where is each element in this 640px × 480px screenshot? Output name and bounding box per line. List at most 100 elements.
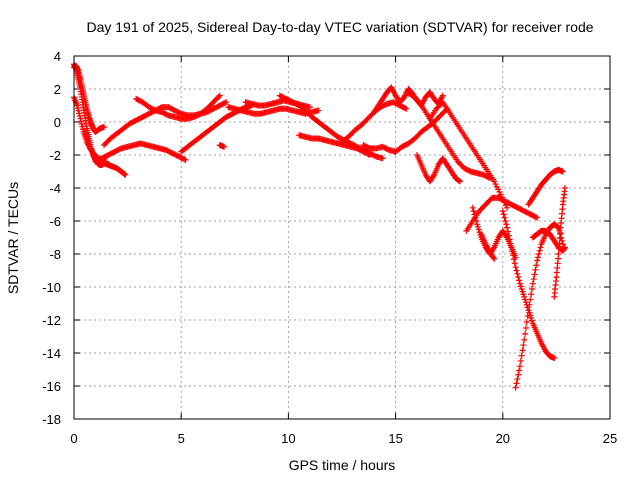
x-tick-label: 5 [178, 431, 185, 446]
y-tick-label: 4 [54, 49, 61, 64]
data-point [537, 244, 544, 251]
data-point [520, 291, 527, 298]
plot-frame [73, 55, 611, 420]
data-point [122, 171, 129, 178]
x-tick-label: 0 [70, 431, 77, 446]
data-point [414, 97, 421, 104]
data-point [379, 155, 386, 162]
data-point [490, 245, 497, 252]
data-point [528, 315, 535, 322]
x-tick-label: 25 [603, 431, 617, 446]
data-point [510, 256, 517, 263]
series-arc-22 [499, 208, 558, 361]
data-point [511, 260, 518, 267]
data-point [505, 232, 512, 239]
data-point [474, 223, 481, 230]
data-point [530, 276, 537, 283]
data-point [181, 156, 188, 163]
data-point [518, 352, 525, 359]
data-point [514, 270, 521, 277]
data-point [536, 247, 543, 254]
data-point [533, 262, 540, 269]
data-point [504, 204, 511, 211]
data-point [525, 307, 532, 314]
data-point [558, 234, 565, 241]
data-point [510, 252, 517, 259]
data-point [528, 317, 535, 324]
data-point [534, 214, 541, 221]
data-point [509, 248, 516, 255]
data-point [522, 324, 529, 331]
y-tick-label: -6 [49, 214, 61, 229]
series-arc-21 [478, 231, 498, 262]
y-tick-label: 2 [54, 82, 61, 97]
data-point [365, 151, 372, 158]
data-point [470, 208, 477, 215]
data-point [79, 123, 86, 130]
data-point [557, 229, 564, 236]
data-point [103, 158, 110, 165]
data-point [80, 126, 87, 133]
y-tick-label: -2 [49, 148, 61, 163]
series-arc-16 [403, 89, 493, 182]
data-point [315, 107, 322, 114]
data-point [512, 264, 519, 271]
series-arc-3 [71, 62, 108, 135]
data-point [534, 257, 541, 264]
data-point [519, 347, 526, 354]
data-point [491, 255, 498, 262]
series-arc-12 [296, 132, 373, 158]
data-point [531, 271, 538, 278]
data-point [520, 342, 527, 349]
data-point [78, 118, 85, 125]
data-point [532, 266, 539, 273]
data-point [499, 208, 506, 215]
data-point [515, 371, 522, 378]
data-point [518, 285, 525, 292]
data-point [500, 211, 507, 218]
data-point [473, 218, 480, 224]
y-tick-label: 0 [54, 115, 61, 130]
y-tick-label: -8 [49, 247, 61, 262]
data-point [561, 244, 568, 251]
data-point [182, 156, 189, 163]
data-point [366, 152, 373, 158]
data-point [502, 218, 509, 224]
data-point [504, 228, 511, 235]
data-point [475, 226, 482, 233]
data-point [523, 318, 530, 325]
data-point [101, 123, 108, 130]
x-axis-label: GPS time / hours [289, 457, 396, 473]
data-point [526, 309, 533, 316]
data-point [516, 367, 523, 374]
data-point [522, 296, 529, 303]
data-points [71, 61, 568, 391]
data-point [74, 102, 81, 109]
data-point [515, 274, 522, 281]
y-tick-label: -14 [42, 346, 61, 361]
data-point [555, 251, 562, 257]
data-point [78, 120, 85, 127]
data-point [559, 241, 566, 248]
data-point [526, 301, 533, 308]
y-tick-label: -10 [42, 280, 61, 295]
data-point [517, 283, 524, 290]
data-point [522, 299, 529, 306]
data-point [439, 92, 446, 99]
data-point [121, 171, 128, 178]
data-point [532, 214, 539, 221]
data-point [508, 244, 515, 251]
data-point [306, 104, 313, 111]
x-tick-label: 15 [388, 431, 402, 446]
data-point [469, 204, 476, 211]
series-arc-26 [529, 227, 568, 254]
data-point [513, 267, 520, 274]
data-point [506, 236, 513, 243]
series-arc-24 [525, 166, 566, 208]
data-point [74, 105, 81, 112]
data-point [472, 214, 479, 221]
data-point [551, 354, 558, 361]
data-point [524, 313, 531, 320]
data-point [516, 280, 523, 287]
